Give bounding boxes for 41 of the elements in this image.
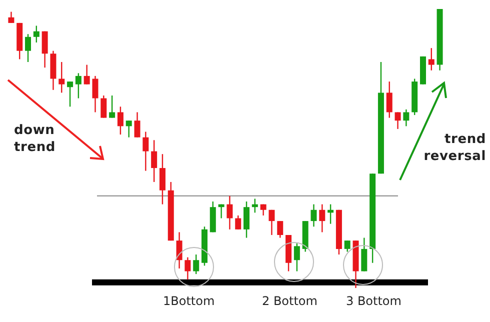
candlestick: [394, 112, 401, 130]
candlestick: [134, 112, 140, 138]
candlestick: [25, 34, 32, 63]
candlestick: [428, 47, 434, 71]
candlestick: [33, 25, 40, 44]
candlestick: [151, 140, 158, 183]
candlestick: [386, 80, 392, 118]
text: 2 Bottom: [262, 294, 318, 308]
candlestick: [244, 200, 250, 238]
annotation: trend reversal: [422, 131, 486, 165]
candlestick: [252, 198, 258, 214]
candlestick: [328, 204, 334, 224]
candlestick: [100, 94, 107, 118]
candlestick: [319, 204, 326, 233]
candlestick: [226, 195, 233, 230]
candlestick: [184, 256, 191, 280]
candlestick: [84, 64, 90, 85]
candlestick: [92, 75, 98, 113]
text: 3 Bottom: [346, 294, 402, 308]
candlestick: [42, 30, 48, 68]
candlestick: [294, 242, 300, 272]
text: 1Bottom: [163, 294, 215, 308]
candlestick: [344, 240, 350, 252]
candlestick: [310, 204, 317, 228]
candlestick: [193, 254, 200, 275]
candlestick: [8, 11, 14, 24]
candlestick: [268, 209, 275, 236]
candlestick: [218, 204, 224, 219]
candlestick: [361, 237, 368, 272]
candlestick: [142, 131, 149, 172]
candlestick: [159, 153, 166, 205]
candlestick: [117, 106, 124, 136]
candlestick: [235, 214, 242, 230]
candlestick: [403, 108, 410, 127]
candlestick: [277, 220, 284, 238]
candlestick: [109, 94, 116, 118]
annotation: down trend: [14, 122, 57, 156]
candlestick: [75, 72, 82, 99]
candlestick: [67, 80, 74, 108]
candlestick: [126, 120, 132, 138]
candlestick: [58, 61, 65, 94]
